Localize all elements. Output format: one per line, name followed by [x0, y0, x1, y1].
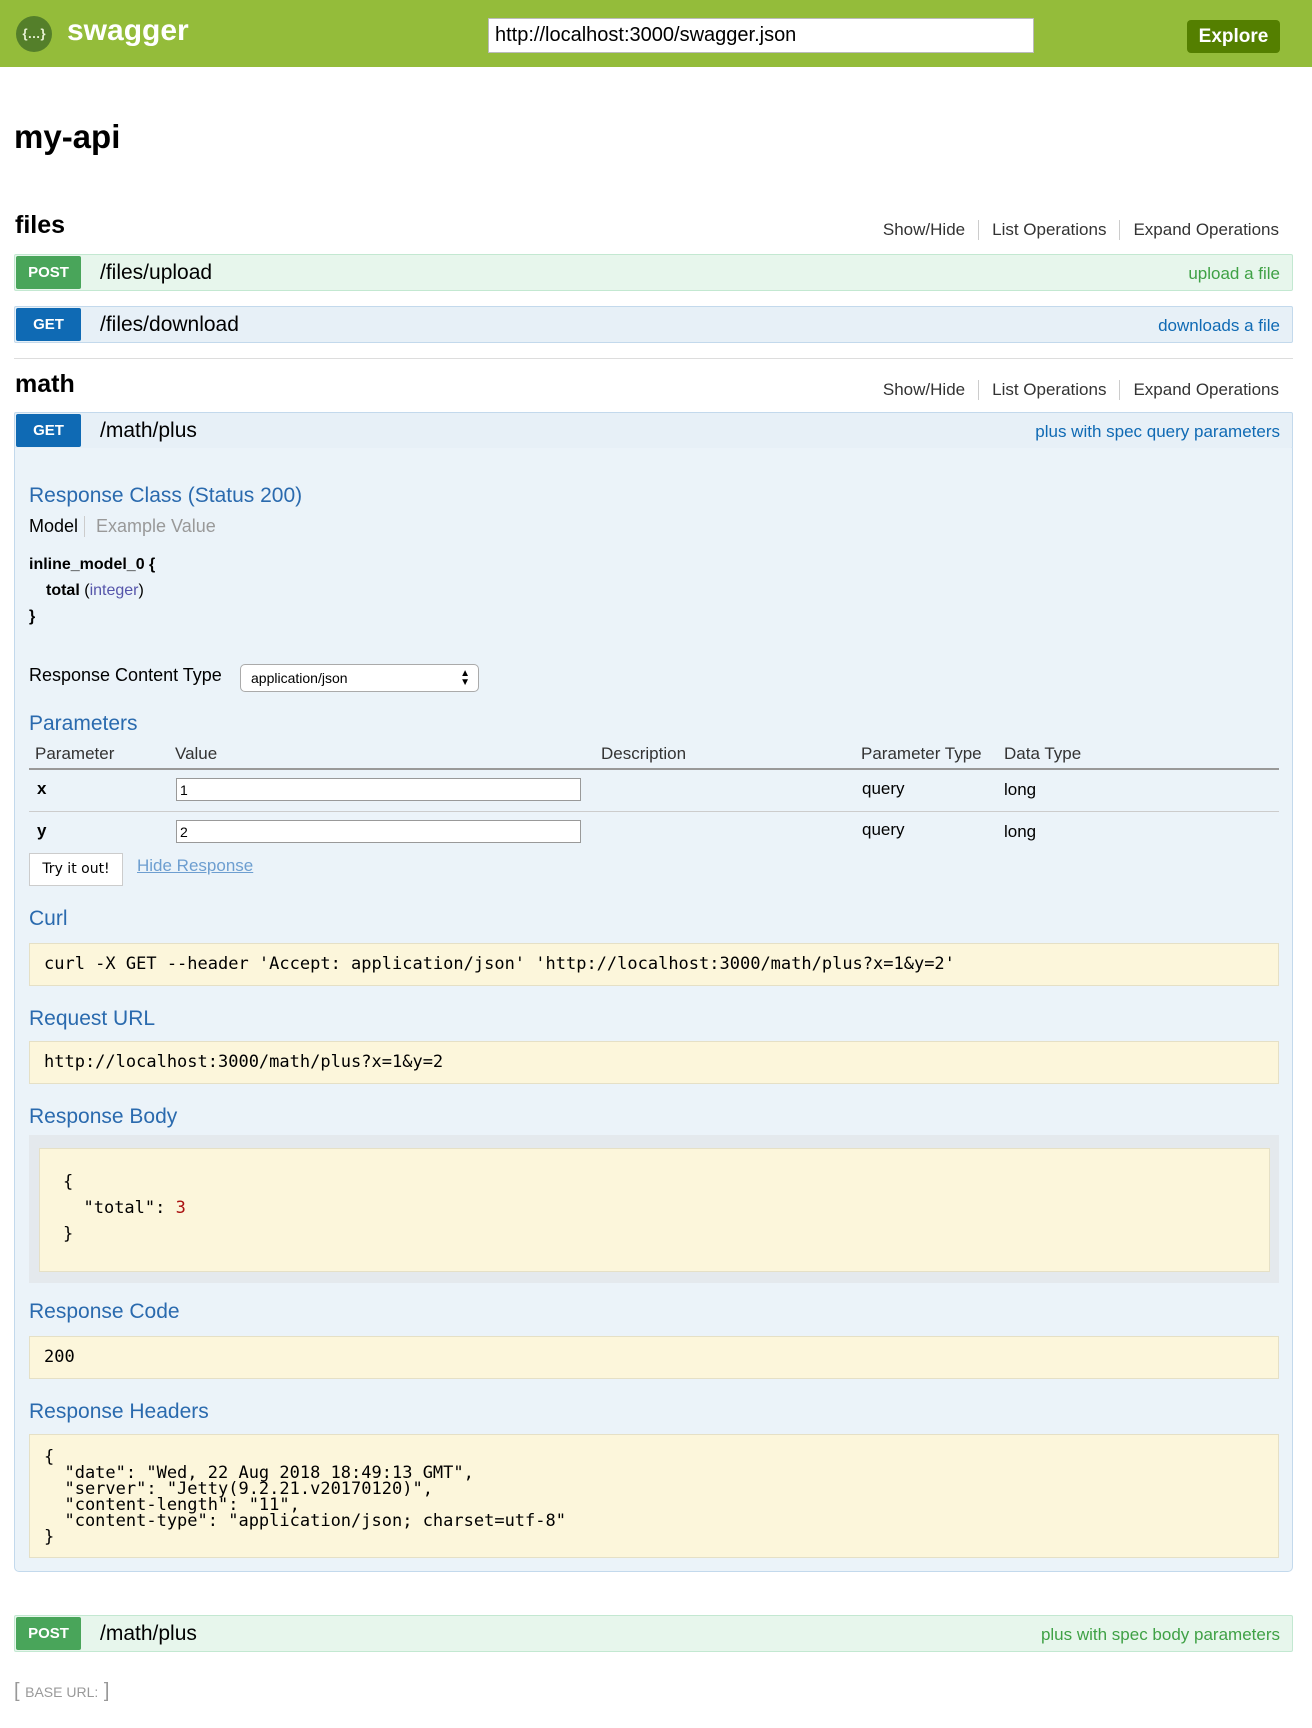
resource-files-heading[interactable]: files — [15, 211, 66, 239]
table-header-line — [29, 768, 1279, 770]
response-body: { "total": 3 } — [39, 1148, 1270, 1272]
json-key: "total": — [83, 1198, 176, 1218]
swagger-logo-icon: {…} — [16, 16, 52, 52]
column-parameter-type: Parameter Type — [861, 744, 982, 763]
json-brace: { — [63, 1172, 74, 1192]
method-badge[interactable]: POST — [16, 1617, 81, 1650]
request-url-heading: Request URL — [29, 1007, 156, 1030]
field-type: integer — [89, 582, 139, 599]
column-data-type: Data Type — [1004, 744, 1082, 763]
response-class-heading: Response Class (Status 200) — [29, 484, 303, 507]
operation-path[interactable]: /files/upload — [100, 261, 213, 284]
curl-command: curl -X GET --header 'Accept: applicatio… — [29, 943, 1279, 986]
hide-response-link[interactable]: Hide Response — [137, 856, 254, 875]
content-type-select[interactable]: application/json ▲ ▼ — [240, 664, 479, 692]
operation-path[interactable]: /files/download — [100, 313, 239, 336]
explore-button[interactable]: Explore — [1187, 20, 1280, 53]
response-headers-heading: Response Headers — [29, 1400, 209, 1423]
select-arrows-icon: ▲ ▼ — [460, 668, 470, 688]
brand-name: swagger — [67, 14, 189, 47]
parameters-heading: Parameters — [29, 712, 138, 735]
curl-heading: Curl — [29, 907, 68, 930]
try-it-out-button[interactable]: Try it out! — [29, 853, 123, 886]
column-parameter: Parameter — [35, 744, 115, 763]
param-type: query — [862, 820, 905, 839]
response-code-heading: Response Code — [29, 1300, 180, 1323]
operation-path[interactable]: /math/plus — [100, 419, 197, 442]
show-hide-link[interactable]: Show/Hide — [882, 220, 966, 239]
model-close: } — [29, 608, 36, 625]
content-type-label: Response Content Type — [29, 665, 222, 685]
resource-math-heading[interactable]: math — [15, 370, 75, 398]
show-hide-link[interactable]: Show/Hide — [882, 380, 966, 399]
operation-summary[interactable]: plus with spec body parameters — [1040, 1625, 1280, 1644]
param-name-y: y — [37, 821, 47, 840]
resource-math-links: Show/Hide List Operations Expand Operati… — [870, 380, 1279, 400]
spec-url-input[interactable] — [488, 18, 1034, 53]
expand-operations-link[interactable]: Expand Operations — [1119, 220, 1279, 240]
model-field: total (integer) — [46, 582, 144, 599]
field-name: total — [46, 582, 80, 599]
model-name: inline_model_0 { — [29, 556, 156, 573]
operation-get-math-plus[interactable]: GET /math/plus plus with spec query para… — [14, 412, 1293, 449]
operation-details-panel — [14, 448, 1293, 1572]
json-value: 3 — [175, 1198, 186, 1218]
operation-post-files-upload[interactable]: POST /files/upload upload a file — [14, 254, 1293, 291]
param-data-type: long — [1004, 780, 1037, 799]
method-badge[interactable]: POST — [16, 256, 81, 289]
api-title: my-api — [14, 118, 121, 155]
operation-path[interactable]: /math/plus — [100, 1622, 197, 1645]
response-code-value: 200 — [29, 1336, 1279, 1379]
column-value: Value — [175, 744, 218, 763]
example-value-tab[interactable]: Example Value — [96, 516, 216, 536]
param-x-input[interactable] — [176, 778, 581, 801]
operation-post-math-plus[interactable]: POST /math/plus plus with spec body para… — [14, 1615, 1293, 1652]
param-y-input[interactable] — [176, 820, 581, 843]
base-url-label: BASE URL: — [25, 1684, 99, 1700]
response-headers-value: { "date": "Wed, 22 Aug 2018 18:49:13 GMT… — [29, 1434, 1279, 1558]
param-type: query — [862, 779, 905, 798]
model-tab[interactable]: Model — [29, 516, 86, 537]
method-badge[interactable]: GET — [16, 308, 81, 341]
json-brace: } — [63, 1224, 74, 1244]
resource-files-links: Show/Hide List Operations Expand Operati… — [870, 220, 1279, 240]
content-type-value: application/json — [251, 670, 348, 686]
top-bar: {…} swagger Explore — [0, 0, 1312, 67]
table-row-line — [29, 811, 1279, 812]
method-badge[interactable]: GET — [16, 414, 81, 447]
expand-operations-link[interactable]: Expand Operations — [1119, 380, 1279, 400]
base-url: [ BASE URL: ] — [14, 1680, 110, 1702]
operation-summary[interactable]: plus with spec query parameters — [1035, 422, 1280, 441]
operation-summary[interactable]: downloads a file — [1158, 316, 1280, 335]
request-url-value: http://localhost:3000/math/plus?x=1&y=2 — [29, 1041, 1279, 1084]
response-body-heading: Response Body — [29, 1105, 178, 1128]
operation-get-files-download[interactable]: GET /files/download downloads a file — [14, 306, 1293, 343]
divider — [14, 358, 1293, 359]
param-data-type: long — [1004, 822, 1037, 841]
param-name-x: x — [37, 779, 47, 798]
operation-summary[interactable]: upload a file — [1188, 264, 1280, 283]
list-operations-link[interactable]: List Operations — [978, 380, 1119, 400]
column-description: Description — [601, 744, 687, 763]
list-operations-link[interactable]: List Operations — [978, 220, 1119, 240]
